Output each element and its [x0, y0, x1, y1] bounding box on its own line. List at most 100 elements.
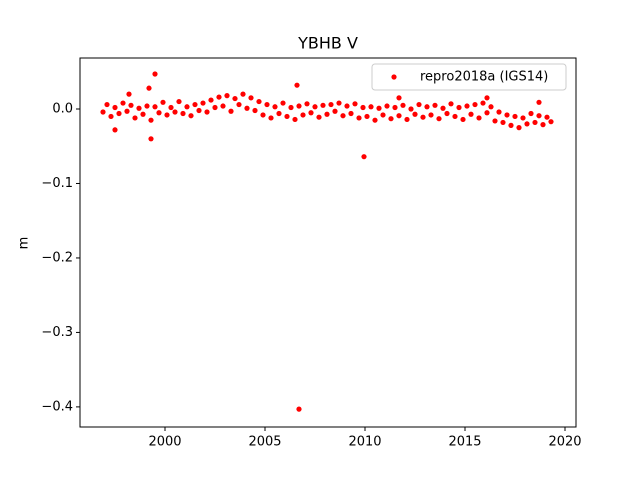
data-point	[328, 101, 334, 108]
data-point	[292, 116, 298, 123]
data-point	[436, 116, 442, 122]
y-tick-label: −0.4	[41, 399, 73, 414]
data-point	[252, 107, 258, 114]
data-point	[244, 105, 250, 111]
data-point	[104, 101, 110, 108]
data-point	[336, 100, 342, 106]
data-point	[248, 95, 254, 101]
data-point	[300, 112, 306, 118]
data-point	[208, 97, 214, 103]
data-point	[361, 154, 367, 160]
data-point	[432, 102, 438, 108]
data-point	[160, 99, 166, 105]
data-point	[512, 113, 518, 120]
data-point	[296, 406, 302, 412]
data-point	[408, 106, 414, 112]
data-point	[480, 100, 486, 106]
data-point	[164, 112, 170, 118]
data-point	[184, 104, 190, 110]
data-point	[308, 110, 314, 116]
data-point	[268, 115, 274, 121]
data-point	[460, 116, 466, 123]
data-point	[168, 104, 174, 111]
data-point	[520, 115, 526, 121]
data-point	[312, 104, 318, 110]
data-point	[132, 115, 138, 121]
x-tick-label: 2015	[448, 435, 481, 450]
data-point	[404, 116, 410, 123]
data-point	[412, 111, 418, 117]
data-point	[260, 112, 266, 118]
y-tick-label: −0.3	[41, 325, 73, 340]
data-point	[152, 71, 158, 77]
data-point	[152, 104, 158, 110]
data-point	[348, 110, 354, 117]
data-point	[400, 102, 406, 108]
data-point	[296, 103, 302, 109]
y-axis-label: m	[17, 237, 32, 250]
data-point	[508, 122, 514, 128]
data-point	[472, 101, 478, 108]
data-point	[452, 113, 458, 120]
data-point	[544, 114, 550, 120]
data-point	[172, 109, 178, 115]
data-point	[528, 110, 534, 117]
data-point	[144, 103, 150, 109]
data-point	[236, 101, 242, 108]
data-point	[416, 101, 422, 108]
data-point	[176, 98, 182, 105]
data-point	[100, 109, 106, 115]
data-point	[200, 100, 206, 106]
data-point	[216, 94, 222, 100]
data-point	[440, 105, 446, 111]
data-point	[332, 108, 338, 114]
data-point	[120, 100, 126, 106]
data-point	[372, 117, 378, 123]
data-point	[476, 115, 482, 121]
data-point	[356, 115, 362, 121]
plot-area	[100, 71, 554, 412]
data-point	[548, 119, 554, 125]
data-point	[492, 118, 498, 124]
data-point	[128, 102, 134, 108]
legend-label: repro2018a (IGS14)	[420, 70, 548, 85]
data-point	[360, 104, 366, 111]
data-point	[204, 109, 210, 115]
data-point	[140, 111, 146, 117]
data-point	[188, 113, 194, 119]
data-point	[540, 122, 546, 128]
data-point	[352, 101, 358, 107]
data-point	[484, 110, 490, 116]
data-point	[232, 95, 238, 102]
data-point	[500, 119, 506, 126]
data-point	[284, 113, 290, 120]
data-point	[280, 100, 286, 106]
data-point	[116, 110, 122, 117]
data-point	[496, 109, 502, 115]
data-point	[272, 104, 278, 110]
data-point	[126, 91, 132, 97]
data-point	[192, 101, 198, 108]
data-point	[316, 114, 322, 120]
data-point	[108, 113, 114, 120]
data-point	[444, 110, 450, 117]
y-tick-label: −0.1	[41, 176, 73, 191]
legend-box	[371, 63, 567, 91]
data-point	[112, 104, 118, 111]
data-point	[148, 136, 154, 142]
data-point	[532, 119, 538, 126]
data-point	[340, 113, 346, 119]
data-point	[392, 104, 398, 111]
data-point	[344, 103, 350, 109]
data-point	[536, 113, 542, 119]
legend-marker	[391, 74, 397, 80]
x-tick-label: 2010	[348, 435, 381, 450]
data-point	[424, 104, 430, 110]
y-tick-label: −0.2	[41, 250, 73, 265]
data-point	[380, 112, 386, 118]
data-point	[224, 93, 230, 99]
data-point	[304, 101, 310, 107]
x-tick-label: 2005	[248, 435, 281, 450]
data-point	[488, 104, 494, 110]
